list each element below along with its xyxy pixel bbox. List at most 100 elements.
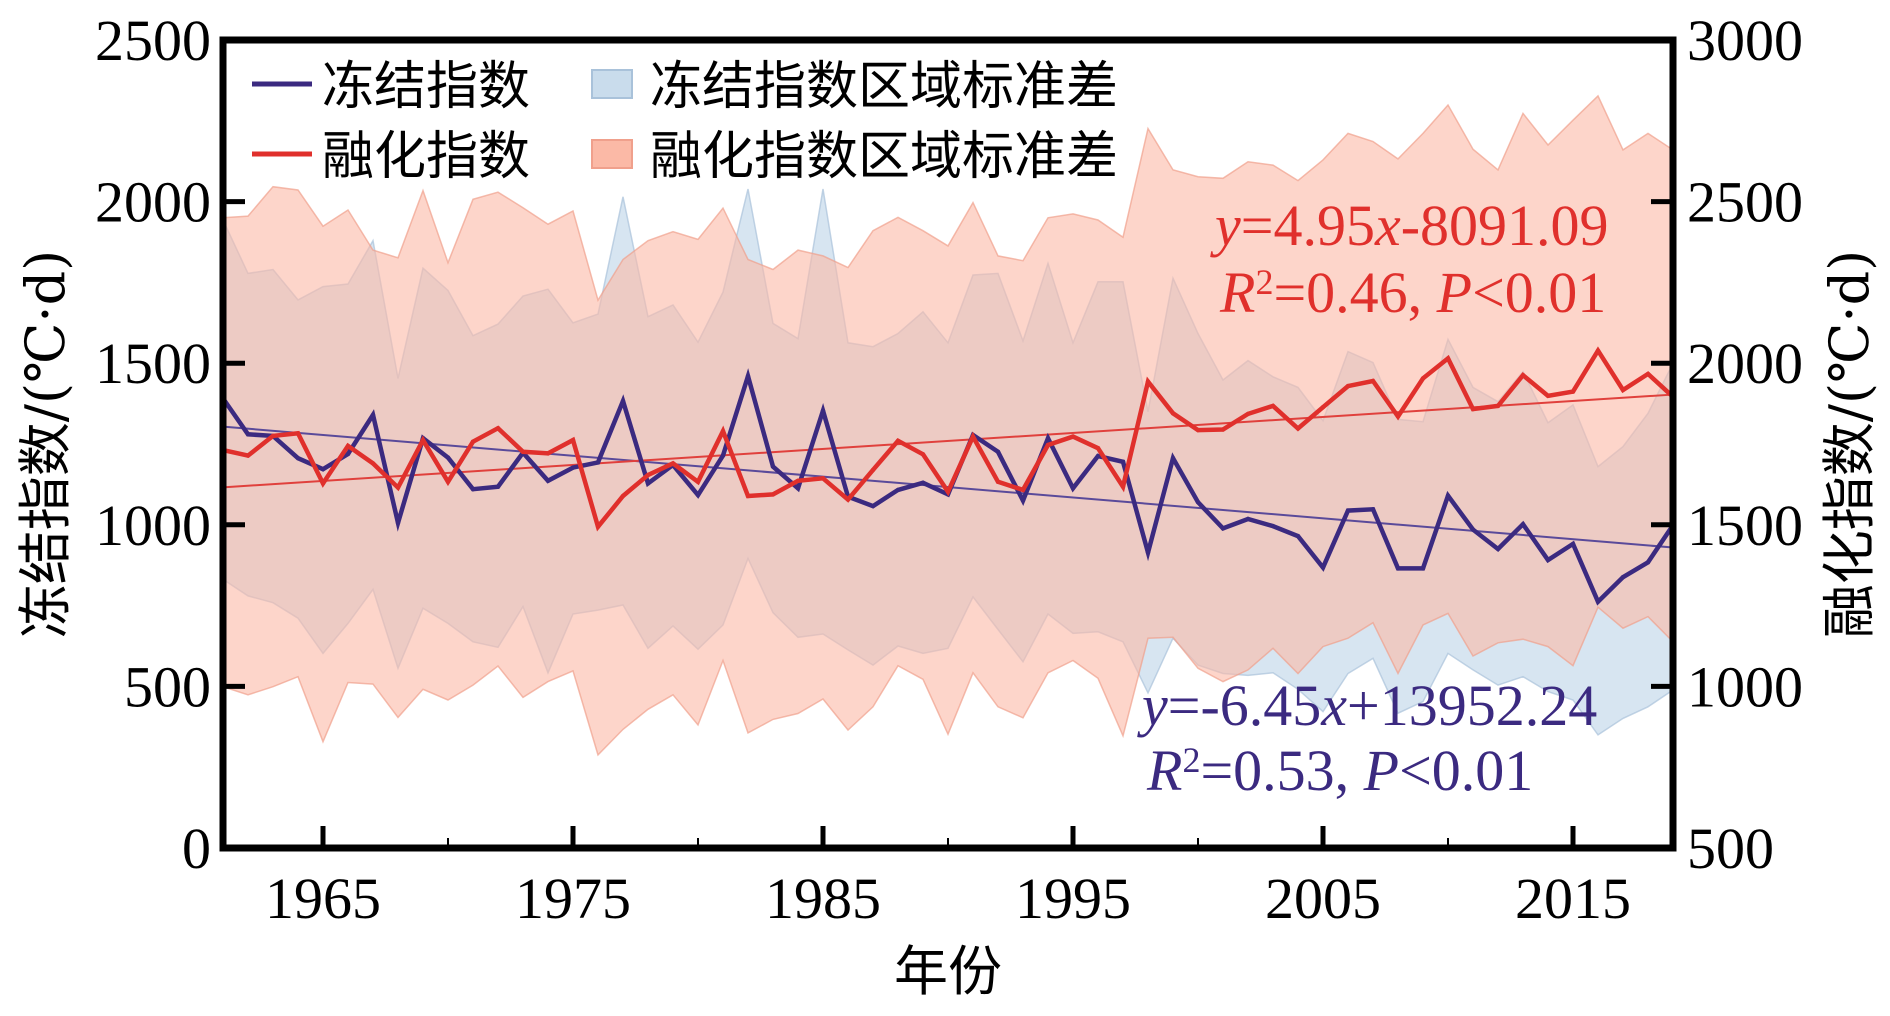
y-right-tick-label: 1000	[1687, 654, 1803, 719]
thaw-point-1971	[470, 439, 476, 444]
freeze-point-1998	[1145, 550, 1151, 555]
thaw-point-1979	[670, 461, 676, 466]
y-left-tick-label: 1500	[95, 331, 211, 396]
legend-label-freeze: 冻结指数	[322, 57, 530, 117]
freeze-point-1984	[795, 486, 801, 491]
legend-label-thaw: 融化指数	[322, 127, 530, 187]
thaw-point-1965	[320, 481, 326, 486]
freeze-point-1971	[470, 487, 476, 492]
freeze-point-1994	[1045, 436, 1051, 441]
freeze-point-2007	[1370, 507, 1376, 512]
freeze-point-1968	[395, 520, 401, 526]
thaw-point-1964	[295, 431, 301, 436]
freeze-point-1985	[820, 408, 826, 413]
legend-swatch-freeze-band	[591, 69, 633, 99]
thaw-point-1991	[970, 434, 976, 439]
freeze-point-1995	[1070, 486, 1076, 491]
y-right-tick-label: 3000	[1687, 8, 1803, 73]
freeze-point-1964	[295, 456, 301, 461]
freeze-point-1975	[570, 465, 576, 470]
x-tick-label: 1975	[515, 866, 631, 931]
legend-label-freeze-band: 冻结指数区域标准差	[650, 57, 1118, 117]
freeze-point-2000	[1195, 500, 1201, 505]
thaw-point-1962	[245, 453, 251, 458]
freeze-point-2008	[1395, 566, 1401, 571]
thaw-point-1970	[445, 479, 451, 484]
freeze-point-1962	[245, 432, 251, 437]
thaw-point-1968	[395, 485, 401, 490]
freeze-point-1989	[920, 480, 926, 485]
thaw-point-1966	[345, 443, 351, 449]
thaw-point-1969	[420, 437, 426, 443]
freeze-point-1967	[370, 412, 376, 418]
thaw-point-1993	[1020, 487, 1026, 493]
freeze-point-2016	[1595, 599, 1601, 604]
freeze-point-1970	[445, 455, 451, 460]
x-tick-label: 1965	[265, 866, 381, 931]
freeze-point-2006	[1345, 508, 1351, 513]
thaw-point-1972	[495, 426, 501, 431]
y-left-tick-label: 2000	[95, 170, 211, 235]
series-lines	[220, 346, 1676, 606]
freeze-point-2001	[1220, 526, 1226, 531]
x-tick-label: 2005	[1265, 866, 1381, 931]
freeze-point-2012	[1495, 546, 1501, 552]
legend-swatch-thaw-band	[591, 139, 633, 169]
thaw-point-1980	[695, 479, 701, 484]
thaw-point-2002	[1245, 411, 1251, 417]
thaw-points	[220, 348, 1676, 529]
thaw-point-1996	[1095, 446, 1101, 451]
thaw-point-2008	[1395, 414, 1401, 419]
legend: 冻结指数 冻结指数区域标准差 融化指数 融化指数区域标准差	[252, 57, 1118, 187]
thaw-point-1995	[1070, 434, 1076, 439]
freeze-point-2005	[1320, 565, 1326, 570]
thaw-point-2014	[1545, 393, 1551, 398]
thaw-point-2015	[1570, 389, 1576, 394]
thaw-point-1988	[895, 438, 901, 443]
freeze-point-1977	[620, 398, 626, 404]
legend-label-thaw-band: 融化指数区域标准差	[650, 127, 1118, 187]
freeze-point-1993	[1020, 498, 1026, 503]
thaw-point-2001	[1220, 427, 1226, 432]
thaw-point-1992	[995, 479, 1001, 484]
y-left-tick-label: 0	[182, 816, 211, 881]
freeze-point-1974	[545, 478, 551, 483]
thaw-point-2003	[1270, 403, 1276, 409]
thaw-point-1976	[595, 524, 601, 529]
freeze-point-1999	[1170, 456, 1176, 461]
thaw-point-2004	[1295, 426, 1301, 431]
freeze-point-2015	[1570, 541, 1576, 547]
freeze-point-1987	[870, 503, 876, 509]
thaw-point-1983	[770, 492, 776, 497]
freeze-point-1988	[895, 487, 901, 493]
x-tick-label: 1985	[765, 866, 881, 931]
freeze-point-1980	[695, 492, 701, 498]
thaw-point-1999	[1170, 411, 1176, 416]
freeze-point-2013	[1520, 522, 1526, 527]
thaw-point-2011	[1470, 406, 1476, 412]
y-right-tick-label: 1500	[1687, 493, 1803, 558]
thaw-point-1982	[745, 493, 751, 499]
freeze-point-2017	[1620, 575, 1626, 580]
freeze-point-2003	[1270, 523, 1276, 529]
thaw-point-1986	[845, 497, 851, 502]
thaw-point-2010	[1445, 356, 1451, 361]
thaw-point-1989	[920, 452, 926, 457]
thaw-r2-p: R2=0.46, P<0.01	[1219, 260, 1606, 325]
freeze-point-2011	[1470, 527, 1476, 532]
freeze-point-2010	[1445, 493, 1451, 498]
thaw-trend-line	[222, 393, 1674, 489]
freeze-point-1965	[320, 467, 326, 472]
y-axis-left-title: 冻结指数/(℃·d)	[14, 250, 77, 638]
freeze-point-1992	[995, 449, 1001, 454]
y-right-tick-label: 500	[1687, 816, 1774, 881]
y-right-tick-label: 2500	[1687, 170, 1803, 235]
thaw-point-1994	[1045, 442, 1051, 448]
std-bands	[222, 94, 1674, 757]
thaw-point-1997	[1120, 484, 1126, 489]
freeze-point-2004	[1295, 533, 1301, 539]
thaw-point-2012	[1495, 403, 1501, 409]
freeze-point-2002	[1245, 516, 1251, 522]
freeze-point-2014	[1545, 557, 1551, 563]
